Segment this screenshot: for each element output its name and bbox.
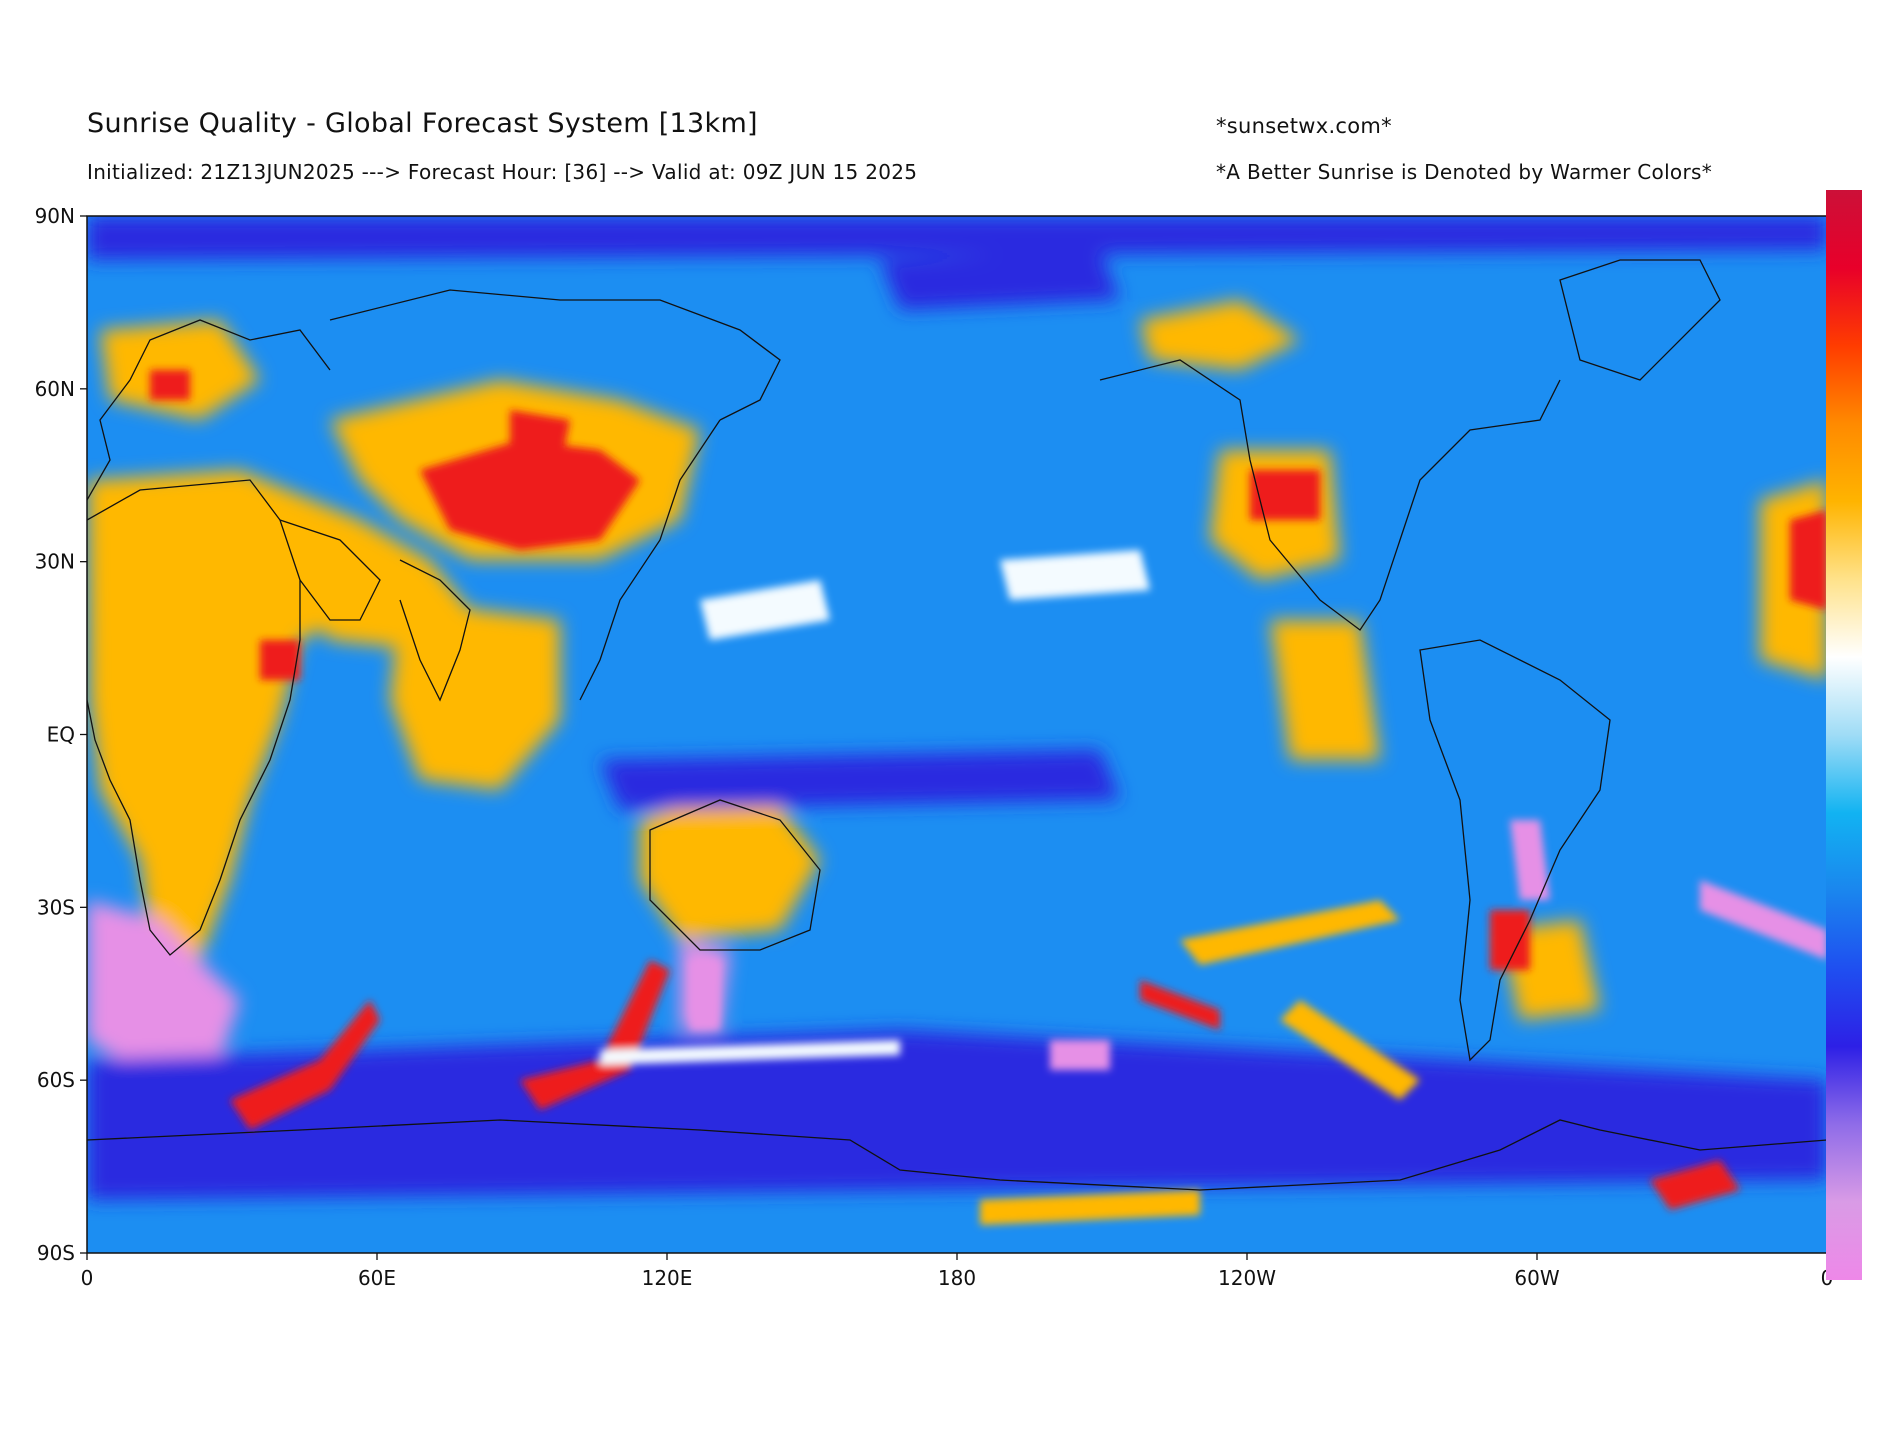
lon-tick-label: 120E: [642, 1266, 693, 1290]
field-verycold-s-atlantic: [87, 900, 240, 1060]
core-hot-argentina: [1490, 910, 1530, 970]
coast-s-america: [1419, 639, 1611, 1062]
longitude-axis: 060E120E180120W60W0: [81, 1253, 1833, 1290]
lat-tick-label: 60N: [35, 377, 75, 401]
site-credit: *sunsetwx.com*: [1216, 114, 1392, 138]
quality-cores: [150, 370, 1827, 1225]
coastlines: [87, 259, 1827, 1191]
streak-hot-s-indian-2: [520, 960, 670, 1110]
map-title: Sunrise Quality - Global Forecast System…: [87, 108, 758, 139]
streak-hot-s-indian-1: [230, 1000, 380, 1130]
patch-white-pacific: [700, 580, 830, 640]
patch-pink-australia-s: [690, 960, 720, 1030]
streak-hot-s-pacific: [1140, 980, 1220, 1030]
plot-area: [87, 216, 1827, 1253]
forecast-init-text: Initialized: 21Z13JUN2025 ---> Forecast …: [87, 160, 918, 184]
patch-pink-argentina: [1510, 820, 1550, 900]
lat-tick-label: 30S: [37, 895, 75, 919]
field-warm-india: [390, 600, 560, 790]
coast-n-america: [1099, 359, 1561, 631]
lon-tick-label: 0: [81, 1266, 94, 1290]
coast-antarctica: [87, 1119, 1827, 1191]
latitude-axis: 90N 60N 30N EQ 30S 60S 90S: [35, 204, 87, 1265]
streak-hot-weddell: [1650, 1160, 1740, 1210]
coast-europe: [87, 319, 331, 501]
lon-tick-label: 120W: [1218, 1266, 1276, 1290]
coast-africa: [87, 479, 301, 956]
coast-greenland: [1559, 259, 1721, 381]
patch-pink-atlantic-s: [1700, 880, 1827, 960]
coast-india: [399, 559, 471, 702]
lat-tick-label: EQ: [47, 723, 75, 747]
lat-tick-label: 30N: [35, 550, 75, 574]
core-hot-ethiopia: [260, 640, 300, 680]
coast-arabia: [279, 519, 381, 621]
patch-white-pacific-2: [1000, 550, 1150, 600]
field-cold-n: [87, 216, 1827, 260]
lat-tick-label: 90S: [37, 1241, 75, 1265]
coast-australia: [649, 799, 821, 951]
core-hot-tibet: [420, 440, 640, 550]
streak-warm-antarctic: [980, 1190, 1200, 1225]
colorscale-note: *A Better Sunrise is Denoted by Warmer C…: [1216, 160, 1713, 184]
field-warm-pacific-east: [1270, 620, 1380, 760]
core-hot-nw-africa: [1790, 510, 1827, 610]
lat-tick-label: 60S: [37, 1068, 75, 1092]
lon-tick-label: 60W: [1514, 1266, 1559, 1290]
lon-tick-label: 60E: [358, 1266, 396, 1290]
coast-asia-n: [329, 289, 781, 421]
patch-pink-s-pacific: [1050, 1040, 1110, 1070]
streak-white-band: [600, 1040, 900, 1065]
lon-tick-label: 180: [938, 1266, 976, 1290]
colorbar: [1826, 190, 1862, 1280]
core-hot-mongolia: [510, 410, 570, 470]
field-warm-canada: [1140, 300, 1300, 370]
core-hot-scandinavia: [150, 370, 190, 400]
field-cold-n-pacific: [880, 250, 1120, 310]
field-warm-australia: [640, 780, 820, 940]
core-hot-usa: [1250, 470, 1320, 520]
streak-warm-s-pacific-2: [1180, 900, 1400, 965]
coast-asia-e: [579, 419, 721, 701]
field-cold-tropical: [600, 750, 1120, 810]
streak-warm-s-pacific-3: [1280, 1000, 1420, 1100]
lat-tick-label: 90N: [35, 204, 75, 228]
